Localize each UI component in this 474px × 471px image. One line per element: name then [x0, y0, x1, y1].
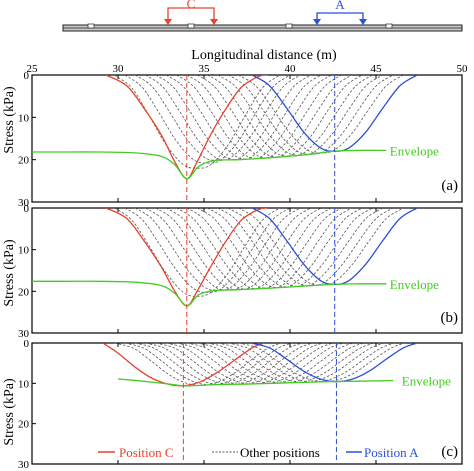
x-tick-label: 25 [27, 63, 39, 75]
bridge-schematic: C A [62, 0, 463, 32]
other-position-line [165, 75, 332, 160]
position-c-marker [167, 7, 215, 21]
plot-frame [31, 207, 463, 334]
x-tick-label: 45 [371, 63, 383, 75]
other-position-line [165, 208, 332, 290]
y-tick-label: 0 [24, 70, 30, 82]
panel-c: 0 10 20 30 Envelope (c) [18, 338, 463, 471]
legend: Position C Other positions Position A [98, 445, 419, 460]
y-axis-title: Stress (kPa) [2, 239, 17, 307]
other-position-line [145, 75, 311, 161]
panel-b: 0 10 20 30 Envelope (b) [18, 203, 463, 340]
other-position-line [114, 75, 280, 169]
x-tick-labels: 25 30 35 40 45 50 [27, 63, 469, 75]
envelope-line [117, 378, 394, 387]
bridge-joint [187, 23, 195, 29]
position-c-arrow-left [164, 19, 172, 25]
bridge-joint [385, 23, 393, 29]
y-tick-label: 0 [24, 203, 30, 215]
x-tick-label: 35 [199, 63, 211, 75]
position-c-arrow-right [210, 19, 218, 25]
position-a-arrow-right [359, 19, 367, 25]
plot-frame [31, 342, 463, 465]
envelope-line [32, 149, 387, 180]
other-position-line [134, 208, 301, 291]
other-position-line [207, 75, 373, 157]
y-tick-label: 10 [18, 378, 30, 390]
other-position-line [124, 75, 291, 164]
y-tick-label: 0 [24, 338, 30, 350]
x-tick-label: 40 [285, 63, 297, 75]
legend-label-position-c: Position C [119, 445, 174, 460]
panel-label: (b) [441, 310, 459, 326]
legend-label-position-a: Position A [364, 445, 419, 460]
other-position-line [124, 208, 291, 293]
envelope-line [32, 280, 387, 307]
panels: 0 10 20 30 Envelope (a) 0 10 20 30 Envelope (b) 0 10 2… [18, 70, 463, 471]
position-a-line [250, 343, 418, 383]
y-tick-label: 30 [18, 459, 30, 471]
other-position-line [238, 343, 406, 383]
y-tick-label: 10 [18, 112, 30, 124]
other-position-line [207, 208, 373, 288]
position-c-line [105, 75, 268, 180]
envelope-label: Envelope [390, 277, 439, 292]
other-position-line [145, 208, 311, 291]
other-position-line [135, 343, 303, 385]
other-position-line [145, 343, 313, 385]
x-tick-label: 30 [113, 63, 125, 75]
other-position-line [227, 75, 394, 155]
other-position-line [134, 75, 301, 161]
other-position-line [124, 343, 292, 386]
position-a-arrow-left [313, 19, 321, 25]
other-position-line [155, 208, 322, 291]
envelope-label: Envelope [390, 143, 439, 158]
y-tick-label: 20 [18, 155, 30, 167]
y-tick-label: 10 [18, 245, 30, 257]
other-position-line [228, 343, 396, 383]
position-c-label: C [187, 0, 196, 11]
other-position-line [217, 75, 384, 156]
position-c-line [105, 208, 268, 307]
y-tick-label: 20 [18, 419, 30, 431]
legend-label-other: Other positions [240, 445, 320, 460]
other-position-line [186, 75, 353, 159]
position-a-label: A [335, 0, 345, 12]
plot-area [32, 75, 418, 180]
position-a-marker [316, 12, 364, 21]
bridge-joint [87, 23, 95, 29]
x-axis-title: Longitudinal distance (m) [191, 48, 337, 63]
panel-label: (c) [441, 444, 458, 460]
other-position-line [227, 208, 394, 287]
other-position-line [186, 208, 353, 289]
panel-label: (a) [441, 178, 458, 194]
plot-frame [31, 74, 463, 203]
y-tick-label: 30 [18, 197, 30, 209]
other-position-line [114, 343, 282, 386]
x-tick-label: 50 [457, 63, 469, 75]
y-tick-label: 30 [18, 328, 30, 340]
envelope-label: Envelope [402, 374, 451, 389]
other-position-line [176, 208, 342, 290]
bridge-joint [285, 23, 293, 29]
y-axis-title: Stress (kPa) [2, 86, 17, 154]
plot-area [103, 343, 418, 387]
panel-a: 0 10 20 30 Envelope (a) [18, 70, 463, 209]
plot-area [32, 208, 418, 307]
y-axis-title: Stress (kPa) [2, 378, 17, 446]
y-tick-label: 20 [18, 286, 30, 298]
other-position-line [155, 343, 323, 385]
